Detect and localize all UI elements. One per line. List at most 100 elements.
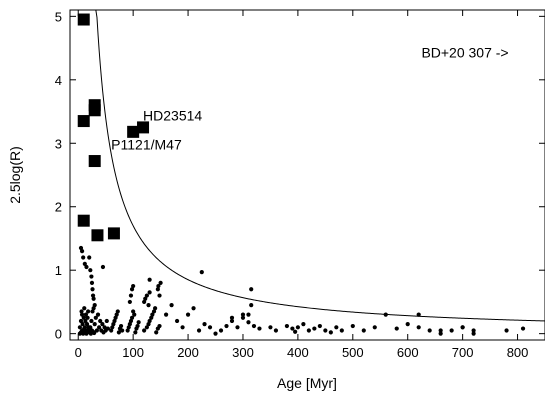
- data-point: [142, 299, 147, 305]
- data-point: [240, 315, 246, 320]
- square-point: [77, 13, 90, 26]
- data-point: [89, 318, 94, 324]
- y-tick-label: 3: [55, 136, 62, 151]
- data-point: [80, 322, 85, 327]
- data-point: [246, 312, 251, 317]
- data-point: [133, 330, 138, 335]
- data-point: [301, 322, 306, 327]
- data-point: [504, 328, 509, 333]
- data-point: [438, 328, 443, 333]
- x-tick-label: 400: [287, 345, 309, 360]
- data-point: [257, 326, 262, 331]
- data-point: [460, 325, 465, 330]
- square-point: [91, 229, 104, 242]
- data-point: [147, 277, 152, 282]
- data-point: [82, 306, 87, 311]
- data-point: [339, 328, 344, 333]
- data-point: [90, 287, 95, 292]
- data-point: [394, 326, 399, 331]
- data-point: [81, 255, 86, 260]
- data-point: [149, 315, 154, 320]
- annotation-group: HD23514 P1121/M47 BD+20 307 ->: [111, 45, 508, 153]
- square-point: [88, 155, 101, 168]
- data-point: [144, 325, 149, 330]
- data-point: [218, 328, 224, 333]
- data-point: [136, 320, 141, 325]
- data-point: [268, 325, 273, 330]
- data-point: [146, 322, 151, 327]
- data-point: [114, 312, 119, 317]
- data-point: [83, 312, 89, 317]
- data-point: [191, 306, 196, 311]
- data-point: [129, 315, 135, 320]
- y-tick-label: 1: [55, 263, 62, 278]
- x-tick-label: 300: [232, 345, 254, 360]
- data-point: [131, 283, 136, 289]
- data-point: [158, 280, 163, 285]
- data-point: [154, 330, 159, 335]
- data-point: [169, 302, 174, 308]
- data-point: [88, 325, 93, 330]
- data-point: [350, 323, 355, 329]
- data-point: [128, 318, 134, 324]
- data-point: [235, 325, 240, 330]
- data-point: [155, 287, 160, 292]
- data-point: [92, 302, 97, 308]
- data-point: [427, 328, 432, 333]
- data-point: [129, 287, 135, 292]
- data-point: [90, 309, 95, 314]
- data-point: [127, 322, 132, 327]
- data-point: [174, 318, 180, 324]
- points-series: [77, 230, 526, 336]
- data-point: [249, 302, 254, 308]
- data-point: [146, 302, 151, 308]
- data-point: [91, 296, 96, 301]
- square-point: [88, 104, 101, 117]
- data-point: [143, 296, 148, 301]
- data-point: [249, 287, 254, 292]
- data-point: [157, 293, 162, 298]
- data-point: [293, 329, 298, 334]
- data-point: [132, 312, 137, 317]
- data-point: [157, 323, 162, 329]
- data-point: [520, 326, 526, 331]
- data-point: [142, 328, 147, 333]
- data-point: [109, 328, 114, 333]
- annotation-label: BD+20 307 ->: [421, 45, 508, 61]
- data-point: [163, 312, 169, 317]
- data-point: [185, 312, 191, 317]
- data-point: [135, 323, 140, 329]
- data-point: [126, 325, 131, 330]
- data-point: [84, 264, 89, 270]
- data-point: [151, 309, 157, 314]
- data-point: [110, 325, 115, 330]
- data-point: [471, 331, 476, 336]
- data-point: [312, 326, 317, 331]
- x-tick-label: 500: [342, 345, 364, 360]
- data-point: [118, 323, 124, 329]
- data-point: [92, 330, 97, 336]
- tick-group: [70, 10, 545, 340]
- squares-series: [77, 13, 150, 242]
- data-point: [88, 268, 93, 273]
- data-point: [115, 309, 120, 314]
- data-point: [77, 325, 82, 330]
- x-tick-label: 100: [122, 345, 144, 360]
- x-tick-label: 700: [452, 345, 474, 360]
- y-axis-label: 2.5log(R): [7, 146, 23, 204]
- data-point: [246, 320, 251, 325]
- data-point: [416, 325, 421, 330]
- square-point: [137, 121, 150, 134]
- square-point: [127, 125, 140, 138]
- x-tick-label: 800: [507, 345, 529, 360]
- data-point: [95, 312, 101, 317]
- data-point: [323, 328, 328, 333]
- model-curve: [94, 9, 545, 322]
- data-point: [104, 318, 109, 324]
- data-point: [79, 249, 85, 254]
- data-point: [92, 322, 97, 327]
- x-tick-label: 600: [397, 345, 419, 360]
- tick-label-group: 0 100 200 300 400 500 600 700 800 0 1 2 3 4 5: [55, 9, 529, 360]
- x-tick-label: 200: [177, 345, 199, 360]
- data-point: [78, 318, 84, 324]
